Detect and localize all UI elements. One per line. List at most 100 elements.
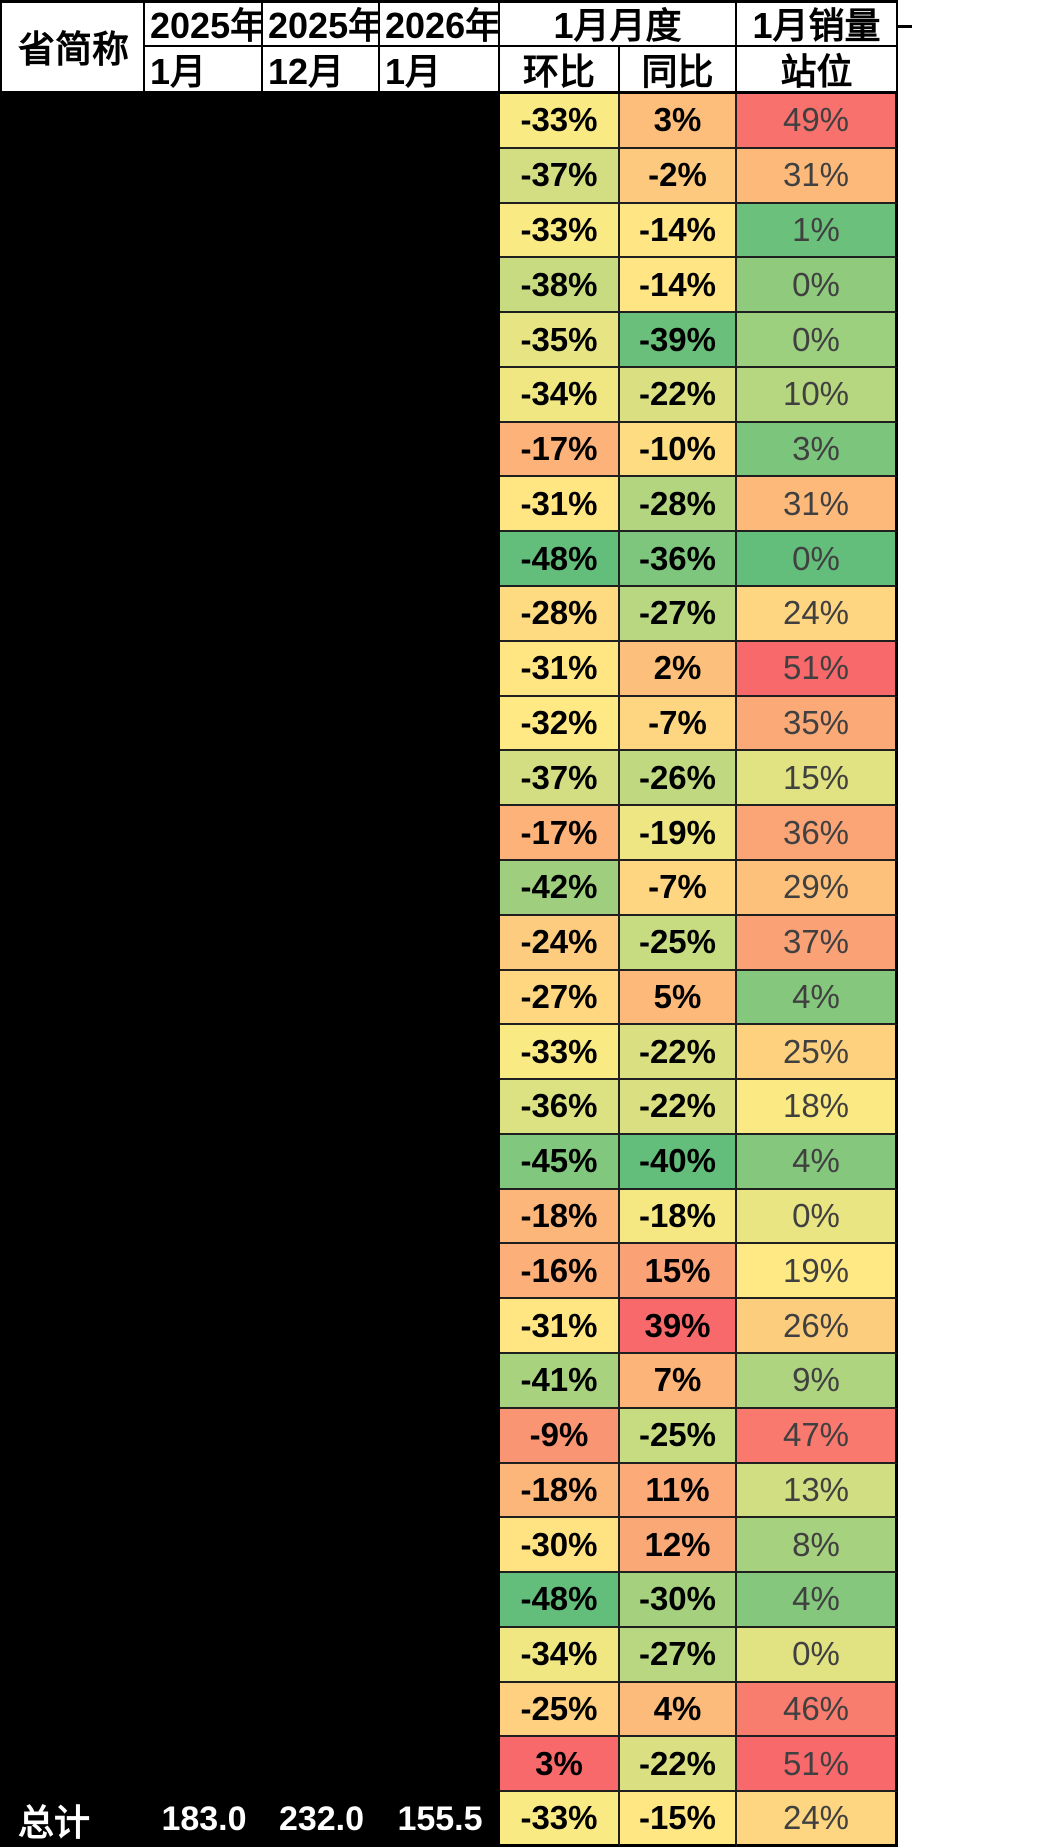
yoy-value-cell: -7% [620, 696, 737, 752]
mom-value-cell: -18% [500, 1189, 620, 1245]
table-row: -33% -22% 25% [500, 1025, 898, 1081]
mom-value-cell: -31% [500, 641, 620, 697]
yoy-value-cell: -15% [620, 1792, 737, 1847]
mom-value-cell: -24% [500, 915, 620, 971]
header-monthly-group: 1月月度 [500, 0, 737, 47]
total-2026-jan: 155.5 [397, 1800, 483, 1838]
header-province: 省简称 [0, 0, 145, 94]
pos-value-cell: 49% [737, 94, 898, 149]
yoy-value-cell: -22% [620, 1025, 737, 1081]
pos-value-cell: 35% [737, 696, 898, 752]
table-row: -25% 4% 46% [500, 1682, 898, 1738]
table-row: -37% -2% 31% [500, 148, 898, 204]
header-position: 站位 [737, 47, 898, 94]
pos-value-cell: 31% [737, 148, 898, 204]
table-row: -18% 11% 13% [500, 1463, 898, 1519]
pos-value-cell: 0% [737, 313, 898, 368]
table-body: -33% 3% 49% -37% -2% 31% -33% -14% 1% -38% -14% 0% -… [500, 94, 898, 1847]
header-2025-jan-year: 2025年 [145, 0, 263, 47]
header-yoy: 同比 [620, 47, 737, 94]
pos-value-cell: 37% [737, 915, 898, 971]
yoy-value-cell: -19% [620, 806, 737, 861]
yoy-value-cell: 39% [620, 1299, 737, 1354]
yoy-value-cell: -27% [620, 587, 737, 642]
pos-value-cell: 13% [737, 1463, 898, 1519]
yoy-value-cell: -25% [620, 915, 737, 971]
yoy-value-cell: -22% [620, 367, 737, 423]
yoy-value-cell: 3% [620, 94, 737, 149]
pos-value-cell: 46% [737, 1682, 898, 1738]
pos-value-cell: 0% [737, 1627, 898, 1683]
table-row: -38% -14% 0% [500, 258, 898, 314]
mom-value-cell: -33% [500, 203, 620, 259]
table-row: -45% -40% 4% [500, 1134, 898, 1190]
mom-value-cell: -30% [500, 1518, 620, 1574]
yoy-value-cell: 2% [620, 641, 737, 697]
yoy-value-cell: -27% [620, 1627, 737, 1683]
pos-value-cell: 1% [737, 203, 898, 259]
mom-value-cell: -33% [500, 1025, 620, 1081]
table-row: -48% -30% 4% [500, 1573, 898, 1628]
yoy-value-cell: 12% [620, 1518, 737, 1574]
yoy-value-cell: -30% [620, 1573, 737, 1628]
pos-value-cell: 0% [737, 1189, 898, 1245]
yoy-value-cell: -25% [620, 1408, 737, 1464]
mom-value-cell: -42% [500, 860, 620, 916]
table-row: -32% -7% 35% [500, 696, 898, 752]
clipped-next-column-border [898, 25, 912, 28]
mom-value-cell: -33% [500, 94, 620, 149]
yoy-value-cell: -2% [620, 148, 737, 204]
table-row: -27% 5% 4% [500, 970, 898, 1026]
mom-value-cell: -36% [500, 1080, 620, 1135]
header-2025-dec-month: 12月 [263, 47, 380, 94]
pos-value-cell: 10% [737, 367, 898, 423]
yoy-value-cell: -26% [620, 751, 737, 807]
total-row-values: -33% -15% 24% [500, 1792, 898, 1847]
yoy-value-cell: -28% [620, 477, 737, 533]
pos-value-cell: 4% [737, 1573, 898, 1628]
mom-value-cell: -16% [500, 1244, 620, 1300]
pos-value-cell: 24% [737, 587, 898, 642]
pos-value-cell: 51% [737, 1737, 898, 1793]
total-row-left: 总计 183.0 232.0 155.5 [0, 1792, 500, 1847]
pos-value-cell: 25% [737, 1025, 898, 1081]
mom-value-cell: -33% [500, 1792, 620, 1847]
header-position-sales: 1月销量 [737, 0, 898, 47]
pos-value-cell: 36% [737, 806, 898, 861]
pos-value-cell: 4% [737, 970, 898, 1026]
table-row: -17% -10% 3% [500, 422, 898, 478]
table-row: -18% -18% 0% [500, 1189, 898, 1245]
yoy-value-cell: -10% [620, 422, 737, 478]
mom-value-cell: -18% [500, 1463, 620, 1519]
table-row: -33% -14% 1% [500, 203, 898, 259]
table-row: -36% -22% 18% [500, 1080, 898, 1135]
mom-value-cell: -31% [500, 1299, 620, 1354]
yoy-value-cell: -14% [620, 258, 737, 314]
mom-value-cell: -25% [500, 1682, 620, 1738]
mom-value-cell: -9% [500, 1408, 620, 1464]
table-top-border [0, 0, 898, 3]
mom-value-cell: -41% [500, 1353, 620, 1409]
table-row: -42% -7% 29% [500, 860, 898, 916]
pos-value-cell: 51% [737, 641, 898, 697]
table-row: -35% -39% 0% [500, 313, 898, 368]
pos-value-cell: 0% [737, 532, 898, 588]
table-row: -17% -19% 36% [500, 806, 898, 861]
pos-value-cell: 8% [737, 1518, 898, 1574]
yoy-value-cell: 15% [620, 1244, 737, 1300]
mom-value-cell: -37% [500, 148, 620, 204]
mom-value-cell: -37% [500, 751, 620, 807]
table-header: 省简称 2025年 1月 2025年 12月 2026年 1月 1月月度 环比 … [0, 0, 898, 94]
mom-value-cell: -38% [500, 258, 620, 314]
pos-value-cell: 26% [737, 1299, 898, 1354]
table-row: 3% -22% 51% [500, 1737, 898, 1793]
table-row: -34% -27% 0% [500, 1627, 898, 1683]
mom-value-cell: -28% [500, 587, 620, 642]
table-row: -9% -25% 47% [500, 1408, 898, 1464]
yoy-value-cell: -7% [620, 860, 737, 916]
yoy-value-cell: 5% [620, 970, 737, 1026]
mom-value-cell: -35% [500, 313, 620, 368]
pos-value-cell: 3% [737, 422, 898, 478]
pos-value-cell: 24% [737, 1792, 898, 1847]
